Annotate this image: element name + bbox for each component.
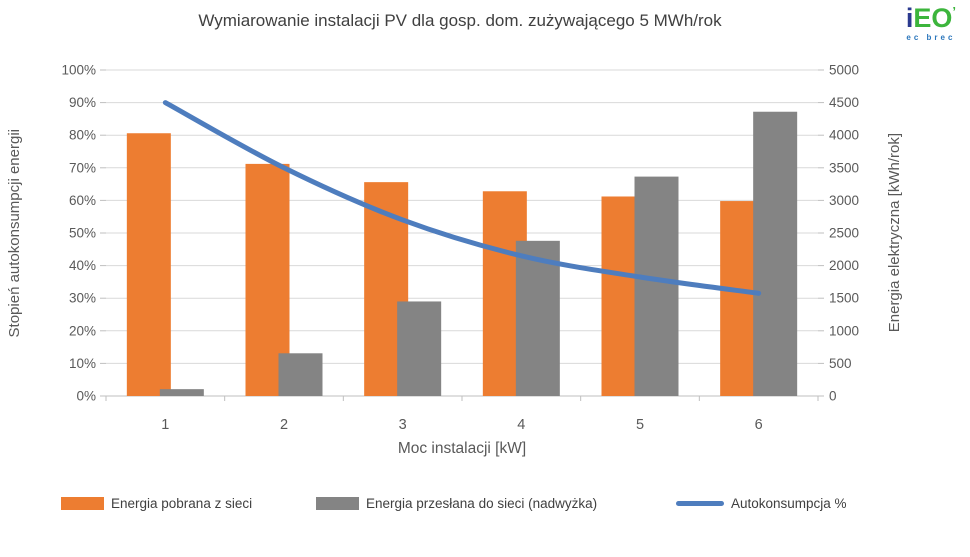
bar-energia-pobrana-1	[126, 133, 171, 396]
bar-energia-przeslana-3	[397, 301, 442, 396]
legend-label: Energia przesłana do sieci (nadwyżka)	[366, 496, 598, 511]
ieo-logo: iEO’ ec brec	[906, 5, 956, 42]
x-axis-title: Moc instalacji [kW]	[397, 440, 527, 457]
bar-energia-przeslana-5	[634, 176, 679, 396]
bar-energia-przeslana-2	[278, 353, 323, 396]
legend-label: Energia pobrana z sieci	[111, 496, 253, 511]
legend-swatch-gray-bar	[316, 497, 359, 510]
logo-apostrophe-mark: ’	[952, 4, 956, 19]
right-axis-tick-label: 4500	[829, 95, 859, 110]
legend: Energia pobrana z sieci Energia przesłan…	[0, 496, 970, 522]
x-category-label: 6	[755, 417, 763, 433]
bar-energia-przeslana-4	[515, 240, 560, 396]
right-axis-tick-label: 5000	[829, 63, 859, 78]
x-category-label: 1	[161, 417, 169, 433]
left-axis-tick-label: 60%	[69, 193, 96, 208]
right-axis-tick-label: 2000	[829, 258, 859, 273]
left-axis-tick-label: 70%	[69, 160, 96, 175]
left-axis-tick-label: 50%	[69, 226, 96, 241]
legend-item-energia-przeslana: Energia przesłana do sieci (nadwyżka)	[316, 496, 597, 511]
left-axis-tick-label: 90%	[69, 95, 96, 110]
logo-subtext: ec brec	[906, 33, 956, 42]
right-axis-tick-label: 1500	[829, 291, 859, 306]
autokonsumpcja-line	[162, 100, 762, 296]
x-category-label: 5	[636, 417, 644, 433]
left-axis-title: Stopień autokonsumpcji energii	[6, 128, 23, 338]
left-axis-tick-label: 10%	[69, 356, 96, 371]
right-axis-tick-label: 3000	[829, 193, 859, 208]
left-axis-tick-label: 40%	[69, 258, 96, 273]
right-axis-title: Energia elektryczna [kWh/rok]	[886, 133, 903, 333]
logo-letters-eo: EO	[913, 3, 953, 33]
bar-energia-przeslana-1	[159, 389, 204, 396]
bar-energia-przeslana-6	[753, 111, 798, 396]
right-axis-tick-label: 2500	[829, 226, 859, 241]
right-axis-tick-label: 0	[829, 389, 837, 404]
right-axis-tick-label: 3500	[829, 160, 859, 175]
left-axis-tick-label: 0%	[76, 389, 96, 404]
right-axis-tick-label: 1000	[829, 323, 859, 338]
right-axis-tick-label: 4000	[829, 128, 859, 143]
left-axis-tick-label: 80%	[69, 128, 96, 143]
right-axis-tick-label: 500	[829, 356, 852, 371]
chart-title: Wymiarowanie instalacji PV dla gosp. dom…	[198, 11, 722, 30]
legend-item-energia-pobrana: Energia pobrana z sieci	[61, 496, 252, 511]
logo-letter-i: i	[905, 3, 914, 33]
legend-label: Autokonsumpcja %	[731, 496, 847, 511]
x-category-label: 3	[399, 417, 407, 433]
left-axis-tick-label: 20%	[69, 323, 96, 338]
left-axis-tick-label: 30%	[69, 291, 96, 306]
x-category-label: 4	[517, 417, 525, 433]
ieo-logo-text: iEO’	[906, 5, 956, 32]
legend-swatch-orange-bar	[61, 497, 104, 510]
left-axis-tick-label: 100%	[61, 63, 96, 78]
legend-swatch-blue-line	[676, 501, 724, 506]
x-category-label: 2	[280, 417, 288, 433]
legend-item-autokonsumpcja: Autokonsumpcja %	[676, 496, 847, 511]
